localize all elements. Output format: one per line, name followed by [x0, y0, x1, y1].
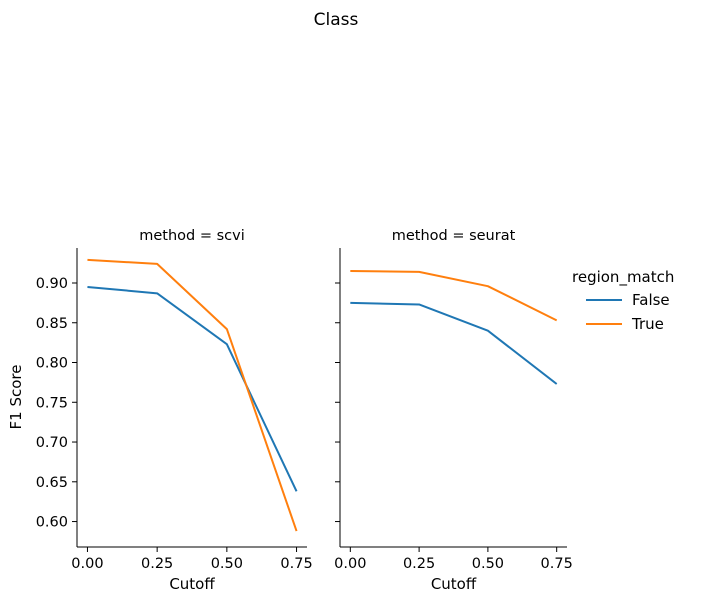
series-line-false	[87, 285, 298, 492]
y-tick-label: 0.70	[36, 435, 68, 451]
x-axis-label: Cutoff	[169, 575, 215, 593]
y-tick-label: 0.80	[36, 356, 68, 372]
x-tick-label: 0.75	[280, 556, 312, 572]
x-tick-label: 0.50	[211, 556, 243, 572]
x-tick-label: 0.75	[541, 556, 573, 572]
x-tick-label: 0.00	[334, 556, 366, 572]
y-tick-label: 0.90	[36, 276, 68, 292]
x-tick-label: 0.25	[141, 556, 173, 572]
y-tick-label: 0.85	[36, 316, 68, 332]
y-axis-label: F1 Score	[7, 365, 25, 430]
x-tick-label: 0.50	[472, 556, 504, 572]
legend-label-true: True	[631, 315, 664, 333]
panel-scvi: method = scvi 0.60 0.65 0.70 0.75 0.80 0.85 0.9…	[36, 228, 313, 593]
panel-title: method = seurat	[392, 228, 516, 244]
x-tick-label: 0.25	[403, 556, 435, 572]
legend: region_match False True	[572, 268, 674, 333]
panel-title: method = scvi	[139, 228, 245, 244]
legend-label-false: False	[632, 291, 670, 309]
y-tick-label: 0.75	[36, 395, 68, 411]
panel-seurat: method = seurat 0.00 0.25 0.50 0.75 Cutoff	[334, 228, 573, 593]
y-tick-label: 0.65	[36, 475, 68, 491]
y-tick-label: 0.60	[36, 515, 68, 531]
x-axis-label: Cutoff	[431, 575, 477, 593]
legend-title: region_match	[572, 268, 674, 287]
series-line-true	[350, 270, 558, 322]
series-line-false	[350, 301, 558, 385]
chart-title: Class	[314, 10, 359, 30]
series-line-true	[87, 258, 298, 532]
x-tick-label: 0.00	[71, 556, 103, 572]
